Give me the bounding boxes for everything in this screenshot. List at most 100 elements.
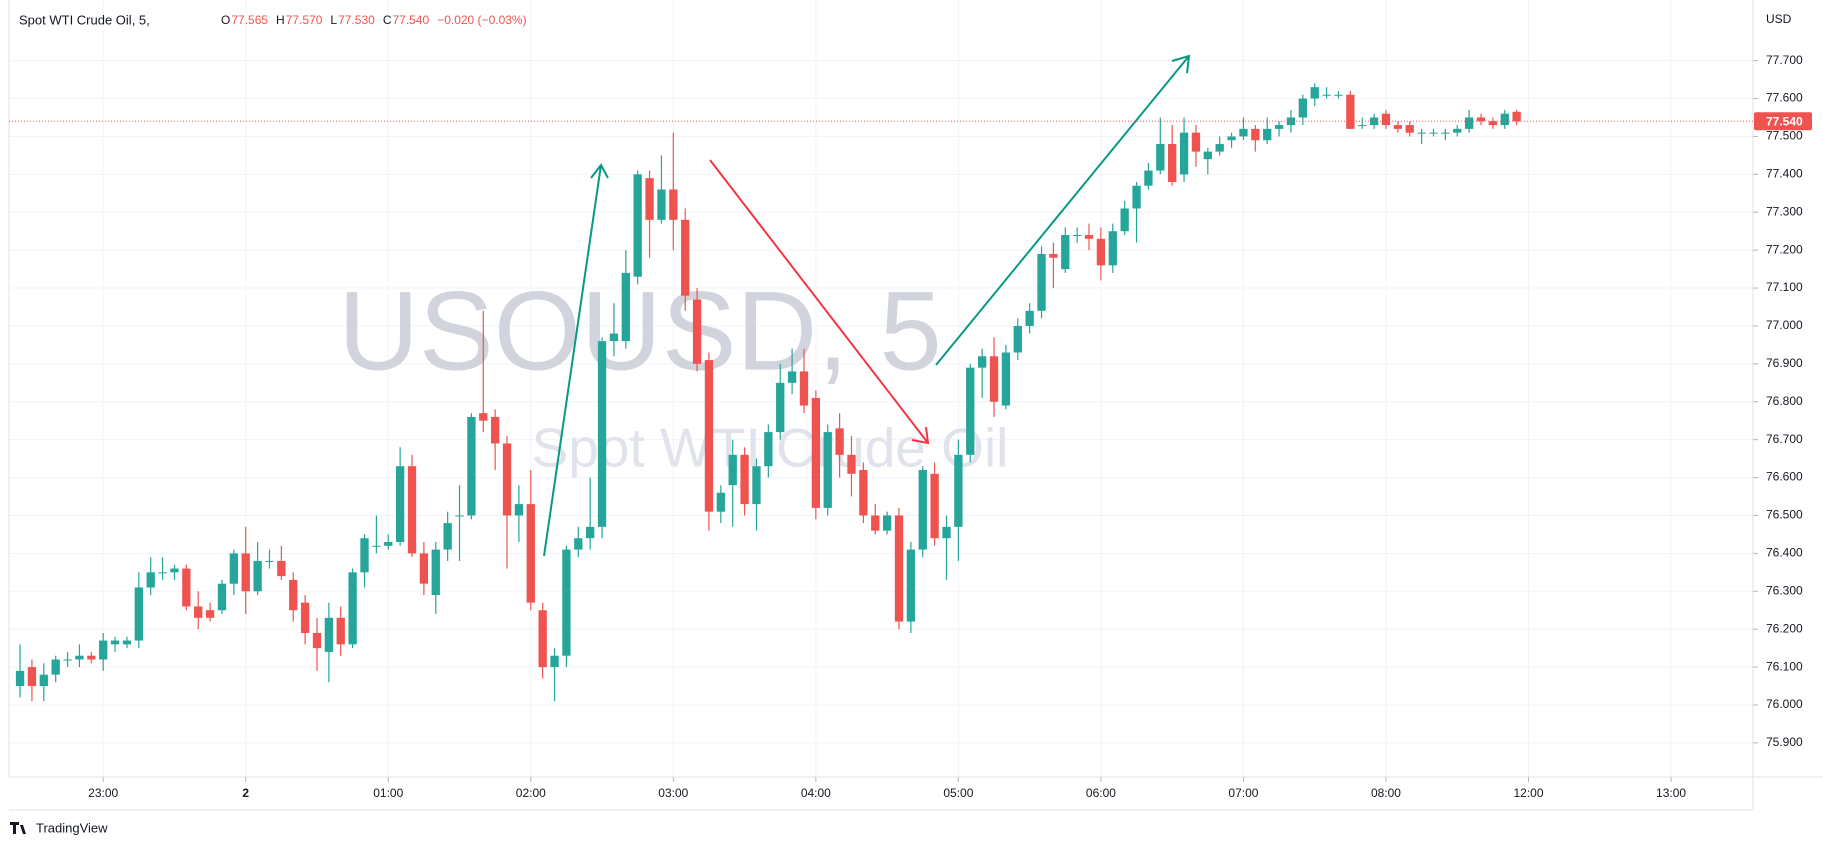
candle-body [669,189,678,220]
ohlc-value: 77.540 [392,13,429,27]
candle-body [657,189,666,220]
y-tick-label: 76.500 [1766,508,1803,522]
y-tick-label: 76.700 [1766,432,1803,446]
candle-body [1381,113,1391,126]
candle-body [1179,132,1189,175]
candle-body [942,526,951,539]
candle-body [930,473,939,539]
candle-body [253,560,262,592]
candle-body [419,553,429,584]
x-tick-label: 23:00 [88,786,118,800]
y-tick-label: 77.000 [1766,318,1803,332]
candle-body [490,416,500,444]
candle-body [1322,94,1331,96]
candle-body [966,367,975,455]
candle-body [1512,111,1521,122]
candle-body [384,542,393,546]
candle-body [1310,87,1319,99]
candle-body [799,371,809,406]
candle-body [1476,117,1486,122]
candle-body [324,617,334,652]
candle-body [1037,253,1046,311]
brand: TradingView [10,820,108,835]
candle-body [787,371,797,383]
candle-body [859,469,868,516]
y-tick-label: 76.400 [1766,546,1803,560]
candle-body [514,504,524,516]
candle-body [194,606,203,618]
candle-body [609,333,619,342]
ohlc-key: L [330,13,337,27]
candle-body [1001,352,1011,406]
candle-body [954,454,963,527]
candle-body [1191,132,1201,152]
candle-body [1358,125,1367,127]
candle-body [1108,231,1117,266]
y-tick-label: 76.300 [1766,583,1803,597]
x-tick-label: 05:00 [943,786,973,800]
candle-body [562,549,571,656]
y-tick-label: 77.100 [1766,280,1803,294]
candle-body [1156,144,1165,171]
candle-body [977,356,987,368]
candle-body [1084,234,1094,239]
candle-body [1013,325,1022,353]
candle-body [1120,208,1129,232]
candle-body [336,617,345,645]
candle-body [597,341,607,527]
candle-body [241,553,250,592]
trend-line [709,159,929,444]
candle-body [752,466,761,505]
trend-line [543,164,602,557]
candle-body [716,492,725,512]
candle-body [811,397,821,508]
candle-body [1488,121,1498,126]
candle-body [621,272,630,342]
currency: USD [1766,12,1792,26]
candle-body [75,655,84,660]
candle-body [989,356,999,402]
candle-body [431,549,440,596]
candle-body [740,454,749,505]
candle-body [882,515,892,531]
symbol-title: Spot WTI Crude Oil, 5, [19,12,150,27]
candle-body [289,579,298,611]
x-tick-label: 04:00 [801,786,831,800]
candle-body [39,674,48,687]
candle-body [894,515,904,622]
last-price-tag [1754,112,1812,131]
candle-body [704,360,714,512]
candle-body [1144,170,1153,186]
ohlc-key: C [383,13,392,27]
candle-body [1500,113,1509,126]
legend: Spot WTI Crude Oil, 5, O 77.565 H 77.570 L 77… [19,12,527,27]
grid [9,0,1753,777]
x-tick-label: 2 [242,786,249,800]
y-tick-label: 77.400 [1766,167,1803,181]
y-tick-label: 77.600 [1766,91,1803,105]
candle-body [1073,234,1082,236]
candle-body [170,568,179,573]
x-tick-label: 06:00 [1086,786,1116,800]
last-price-label: 77.540 [1766,114,1803,128]
candle-body [1346,94,1355,129]
candle-body [538,610,547,668]
candle-body [1239,128,1248,137]
x-tick-label: 08:00 [1371,786,1401,800]
candle-body [1227,136,1236,141]
candle-body [1405,125,1414,133]
candle-body [63,659,72,661]
candle-body [134,587,143,641]
candle-body [1132,185,1141,209]
candle-body [823,432,832,508]
x-tick-label: 07:00 [1228,786,1258,800]
candle-body [229,553,239,584]
candle-body [906,549,916,622]
candle-body [692,299,702,364]
ohlc-value: 77.530 [338,13,375,27]
candle-body [776,382,785,433]
x-tick-label: 13:00 [1656,786,1686,800]
candle-body [1215,144,1224,152]
candle-body [99,640,108,660]
candle-body [681,219,690,296]
